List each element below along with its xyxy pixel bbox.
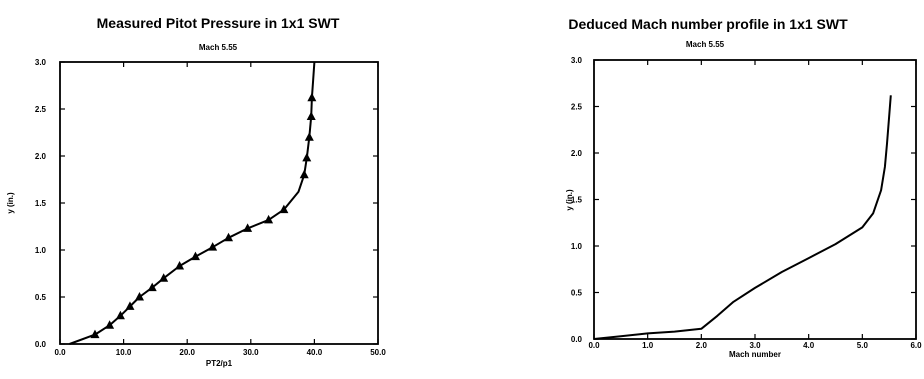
x-axis-label: PT2/p1: [206, 359, 233, 368]
data-point-marker: [306, 111, 316, 121]
data-point-marker: [264, 214, 274, 224]
data-point-marker: [304, 132, 314, 141]
x-tick-label: 2.0: [696, 341, 708, 350]
pitot-pressure-chart: Measured Pitot Pressure in 1x1 SWT Mach …: [6, 15, 386, 368]
y-tick-label: 2.5: [35, 105, 47, 114]
y-tick-label: 0.5: [35, 293, 47, 302]
data-point-marker: [299, 169, 309, 179]
x-tick-label: 20.0: [179, 348, 195, 357]
data-point-marker: [90, 329, 100, 339]
data-point-marker: [279, 204, 289, 214]
y-tick-label: 0.0: [571, 335, 583, 344]
plot-frame: [59, 61, 379, 345]
data-point-marker: [243, 223, 253, 232]
data-point-marker: [159, 273, 169, 282]
x-tick-label: 0.0: [54, 348, 66, 357]
y-tick-label: 0.5: [571, 289, 583, 298]
x-tick-label: 40.0: [307, 348, 323, 357]
y-tick-label: 2.0: [35, 152, 47, 161]
y-tick-label: 1.5: [35, 199, 47, 208]
axis-ticks: 0.0 10.0 20.0 30.0 40.0 50.0 0.0 0.5 1.0 1.5 2.0 2.…: [35, 58, 386, 357]
series-line: [593, 95, 892, 340]
series-line: [69, 61, 316, 345]
y-tick-label: 1.0: [35, 246, 47, 255]
y-tick-label: 2.5: [571, 103, 583, 112]
data-point-marker: [125, 301, 135, 310]
x-tick-label: 50.0: [370, 348, 386, 357]
y-tick-label: 1.0: [571, 242, 583, 251]
chart-title: Measured Pitot Pressure in 1x1 SWT: [97, 15, 340, 31]
data-point-marker: [208, 242, 218, 251]
x-tick-label: 3.0: [749, 341, 761, 350]
data-point-marker: [135, 292, 144, 301]
data-point-marker: [190, 251, 200, 261]
x-tick-label: 0.0: [588, 341, 600, 350]
plot-frame: [593, 59, 917, 340]
y-tick-label: 0.0: [35, 340, 47, 349]
data-point-marker: [175, 260, 185, 270]
chart-subtitle: Mach 5.55: [199, 43, 238, 52]
data-point-marker: [307, 92, 317, 102]
data-point-marker: [147, 282, 157, 292]
data-point-marker: [302, 152, 312, 162]
y-tick-label: 2.0: [571, 149, 583, 158]
x-axis-label: Mach number: [729, 350, 781, 359]
mach-profile-chart: Deduced Mach number profile in 1x1 SWT M…: [565, 16, 922, 359]
y-tick-label: 3.0: [35, 58, 47, 67]
data-point-marker: [115, 310, 125, 320]
x-tick-label: 6.0: [910, 341, 922, 350]
x-tick-label: 4.0: [803, 341, 815, 350]
y-tick-label: 1.5: [571, 196, 583, 205]
x-tick-label: 10.0: [116, 348, 132, 357]
y-axis-label: y (in.): [6, 192, 15, 214]
data-series: [593, 95, 892, 340]
chart-subtitle: Mach 5.55: [686, 40, 725, 49]
data-point-marker: [105, 320, 115, 329]
y-tick-label: 3.0: [571, 56, 583, 65]
x-tick-label: 5.0: [857, 341, 869, 350]
data-series: [69, 61, 317, 345]
data-point-marker: [224, 232, 234, 242]
x-tick-label: 30.0: [243, 348, 259, 357]
x-tick-label: 1.0: [642, 341, 654, 350]
y-axis-label: y (in.): [565, 189, 574, 211]
axis-ticks: 0.0 1.0 2.0 3.0 4.0 5.0 6.0 0.0 0.5 1.0 1.5 2.0 2.5 3…: [571, 56, 922, 350]
chart-title: Deduced Mach number profile in 1x1 SWT: [568, 16, 848, 32]
